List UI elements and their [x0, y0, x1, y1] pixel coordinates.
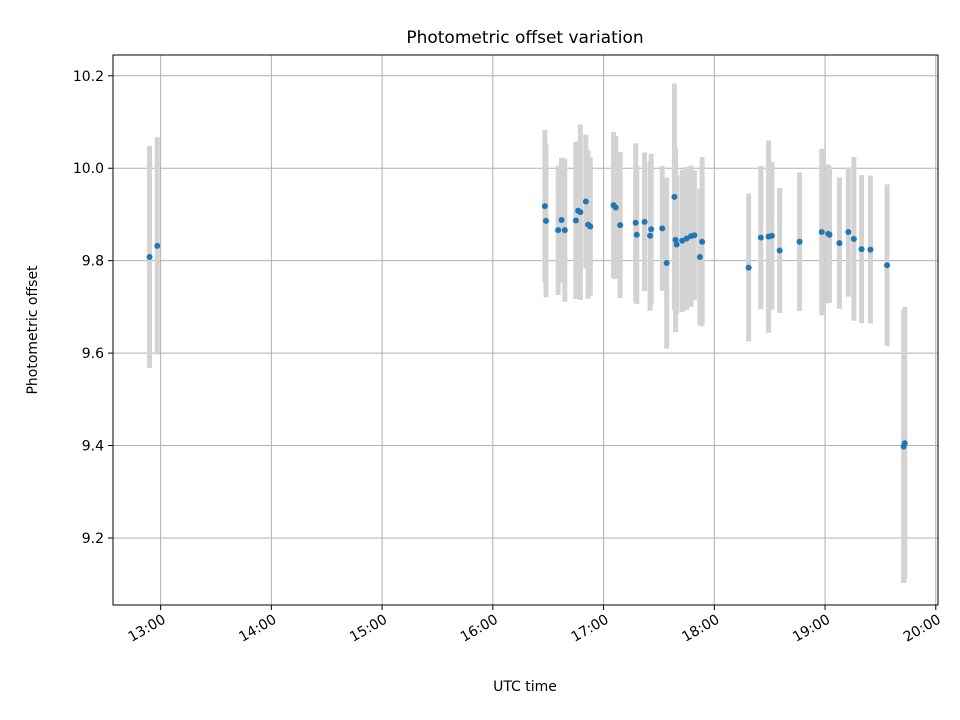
- data-point: [679, 237, 686, 244]
- y-tick-label: 9.8: [82, 254, 104, 270]
- data-point: [768, 232, 775, 239]
- plot-frame: [112, 54, 939, 606]
- chart-title: Photometric offset variation: [406, 28, 643, 48]
- y-tick-label: 9.2: [82, 531, 104, 547]
- data-point: [901, 440, 908, 447]
- data-point: [641, 218, 648, 225]
- data-point: [154, 242, 161, 249]
- data-point: [555, 227, 562, 234]
- data-point: [836, 240, 843, 247]
- data-point: [691, 232, 698, 239]
- y-tick-label: 9.6: [82, 346, 104, 362]
- data-point: [633, 231, 640, 238]
- data-points: [146, 193, 908, 450]
- data-point: [850, 235, 857, 242]
- data-point: [671, 193, 678, 200]
- data-point: [561, 227, 568, 234]
- data-point: [577, 209, 584, 216]
- data-point: [542, 217, 549, 224]
- grid: [113, 55, 938, 605]
- data-point: [659, 225, 666, 232]
- data-point: [587, 223, 594, 230]
- data-point: [884, 262, 891, 269]
- data-point: [572, 217, 579, 224]
- data-point: [617, 222, 624, 229]
- data-point: [867, 246, 874, 253]
- data-point: [672, 236, 679, 243]
- data-point: [818, 229, 825, 236]
- data-point: [745, 264, 752, 271]
- data-point: [845, 229, 852, 236]
- y-tick-label: 9.4: [82, 439, 104, 455]
- data-point: [776, 247, 783, 254]
- y-tick-label: 10.2: [73, 69, 104, 85]
- x-axis-label: UTC time: [493, 679, 557, 695]
- data-point: [796, 238, 803, 245]
- data-point: [663, 259, 670, 266]
- data-point: [648, 226, 655, 233]
- data-point: [647, 232, 654, 239]
- data-point: [673, 241, 680, 248]
- data-point: [699, 238, 706, 245]
- data-point: [612, 204, 619, 211]
- y-tick-label: 10.0: [73, 161, 104, 177]
- data-point: [757, 234, 764, 241]
- data-point: [541, 203, 548, 210]
- y-axis-label: Photometric offset: [25, 265, 41, 395]
- data-point: [558, 217, 565, 223]
- data-point: [582, 198, 589, 205]
- data-point: [683, 235, 690, 242]
- data-point: [696, 253, 703, 260]
- data-point: [146, 253, 153, 260]
- data-point: [632, 219, 639, 226]
- data-point: [826, 231, 833, 238]
- data-point: [858, 246, 865, 253]
